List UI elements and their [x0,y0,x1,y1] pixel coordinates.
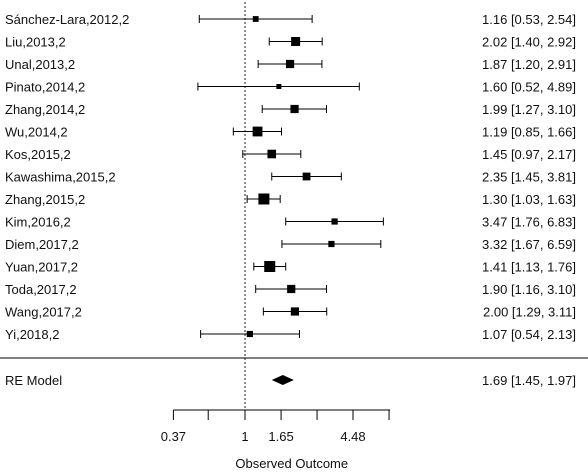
estimate-text: 1.30 [1.03, 1.63] [482,192,576,207]
study-label: Sánchez-Lara,2012,2 [5,12,129,27]
study-label: Kim,2016,2 [5,215,71,230]
point-estimate [328,240,335,248]
study-label: Zhang,2014,2 [5,102,85,117]
point-estimate [302,172,311,181]
point-estimate [291,37,301,46]
point-estimate [331,218,338,225]
estimate-text: 1.41 [1.13, 1.76] [482,260,576,275]
point-estimate [246,330,253,338]
estimate-text: 1.90 [1.16, 3.10] [482,282,576,297]
study-label: Yi,2018,2 [5,327,59,342]
estimate-text: 2.35 [1.45, 3.81] [482,170,576,185]
study-label: Liu,2013,2 [5,35,66,50]
estimate-text: 1.07 [0.54, 2.13] [482,327,576,342]
point-estimate [258,193,270,205]
estimate-text: 3.47 [1.76, 6.83] [482,215,576,230]
estimate-text: 1.16 [0.53, 2.54] [482,12,576,27]
point-estimate [252,16,259,22]
estimate-text: 2.00 [1.29, 3.11] [483,305,576,320]
point-estimate [287,284,296,294]
x-tick-label: 0.37 [161,429,186,444]
point-estimate [290,104,299,114]
x-tick-label: 1.65 [268,429,293,444]
point-estimate [290,307,300,316]
study-label: Yuan,2017,2 [5,260,78,275]
x-axis-label: Observed Outcome [235,456,348,471]
point-estimate [276,84,282,89]
study-label: Wang,2017,2 [5,305,82,320]
study-label: Pinato,2014,2 [5,80,85,95]
estimate-text: 1.45 [0.97, 2.17] [482,147,576,162]
x-tick-label: 4.48 [340,429,365,444]
estimate-text: 1.19 [0.85, 1.66] [482,125,576,140]
point-estimate [285,59,295,69]
summary-label: RE Model [5,373,62,388]
study-label: Zhang,2015,2 [5,192,85,207]
point-estimate [252,126,263,137]
estimate-text: 2.02 [1.40, 2.92] [482,35,576,50]
study-label: Unal,2013,2 [5,57,75,72]
study-label: Wu,2014,2 [5,125,68,140]
study-label: Diem,2017,2 [5,237,79,252]
summary-diamond [271,375,294,385]
point-estimate [267,149,277,159]
estimate-text: 1.99 [1.27, 3.10] [482,102,576,117]
point-estimate [264,261,276,272]
study-label: Kawashima,2015,2 [5,170,116,185]
study-label: Kos,2015,2 [5,147,71,162]
estimate-text: 3.32 [1.67, 6.59] [482,237,576,252]
x-tick-label: 1 [241,429,248,444]
estimate-text: 1.87 [1.20, 2.91] [482,57,576,72]
estimate-text: 1.60 [0.52, 4.89] [482,80,576,95]
summary-estimate-text: 1.69 [1.45, 1.97] [482,373,576,388]
study-label: Toda,2017,2 [5,282,77,297]
